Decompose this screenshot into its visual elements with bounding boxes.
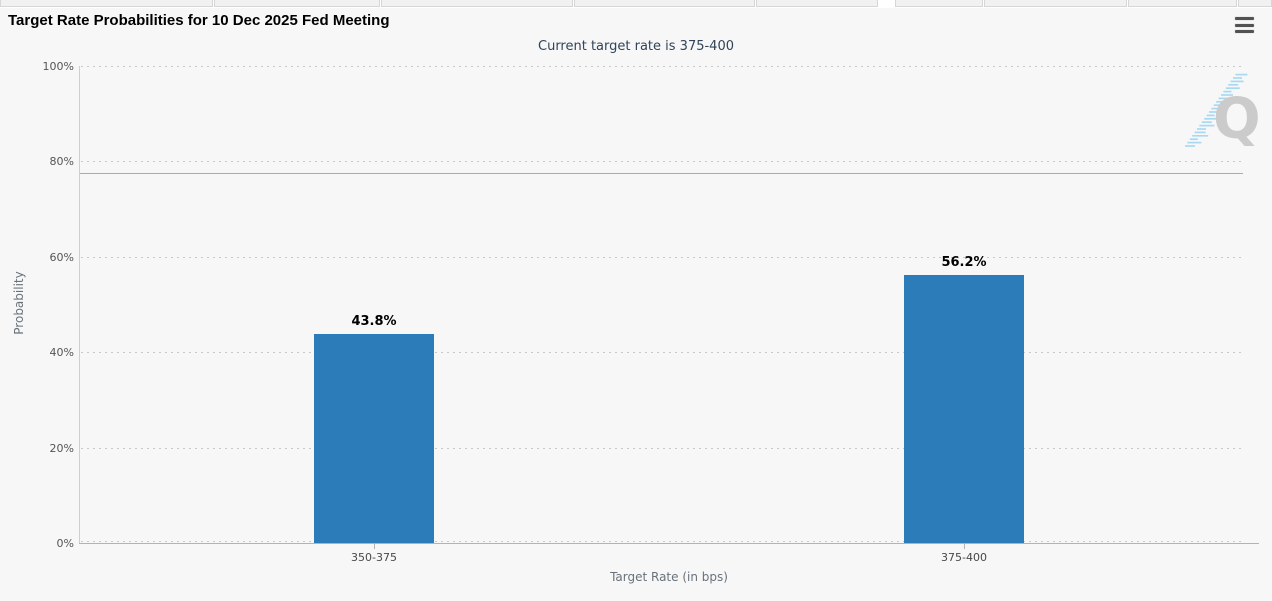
chart-title: Target Rate Probabilities for 10 Dec 202… (8, 12, 390, 29)
tab-edge[interactable] (895, 0, 983, 7)
y-axis-title: Probability (12, 271, 26, 335)
watermark-stripes-icon (1185, 73, 1248, 147)
tab-edge[interactable] (984, 0, 1127, 7)
chart-subtitle: Current target rate is 375-400 (538, 39, 734, 54)
tab-edge[interactable] (574, 0, 755, 7)
x-tick-label: 350-375 (351, 551, 397, 564)
y-tick-label: 80% (49, 155, 74, 168)
x-tick-mark (374, 544, 375, 549)
y-tick-label: 40% (49, 346, 74, 359)
hamburger-menu-icon (1235, 23, 1254, 27)
x-axis-title: Target Rate (in bps) (610, 570, 728, 584)
y-tick-label: 20% (49, 442, 74, 455)
hamburger-menu-icon (1235, 30, 1254, 33)
gridline (81, 448, 1245, 449)
plot-area: Q 43.8% 56.2% (79, 66, 1261, 549)
x-tick-mark (964, 544, 965, 549)
bar-350-375[interactable] (314, 334, 434, 543)
x-tick-label: 375-400 (941, 551, 987, 564)
gridline (81, 161, 1245, 162)
bar-375-400[interactable] (904, 275, 1024, 543)
gridline (81, 66, 1245, 67)
quikstrike-watermark: Q (1185, 73, 1261, 152)
y-axis-line (79, 66, 80, 543)
bar-value-label: 56.2% (941, 255, 987, 270)
chart-menu-button[interactable] (1234, 15, 1256, 35)
bar-value-label: 43.8% (351, 314, 397, 329)
tab-edge[interactable] (1128, 0, 1237, 7)
tab-edge[interactable] (1238, 0, 1272, 7)
gridline (81, 541, 1245, 542)
watermark-q-letter: Q (1213, 87, 1261, 152)
hamburger-menu-icon (1235, 17, 1254, 20)
tab-strip (0, 0, 1272, 8)
gridline (81, 257, 1245, 258)
tab-edge[interactable] (0, 0, 213, 7)
x-axis-line (79, 543, 1259, 544)
gridline (81, 352, 1245, 353)
y-tick-label: 100% (42, 60, 74, 73)
y-tick-label: 0% (56, 537, 74, 550)
y-tick-label: 60% (49, 251, 74, 264)
tab-edge[interactable] (756, 0, 878, 7)
tab-edge[interactable] (214, 0, 380, 7)
tab-edge[interactable] (381, 0, 573, 7)
reference-line (80, 173, 1243, 174)
